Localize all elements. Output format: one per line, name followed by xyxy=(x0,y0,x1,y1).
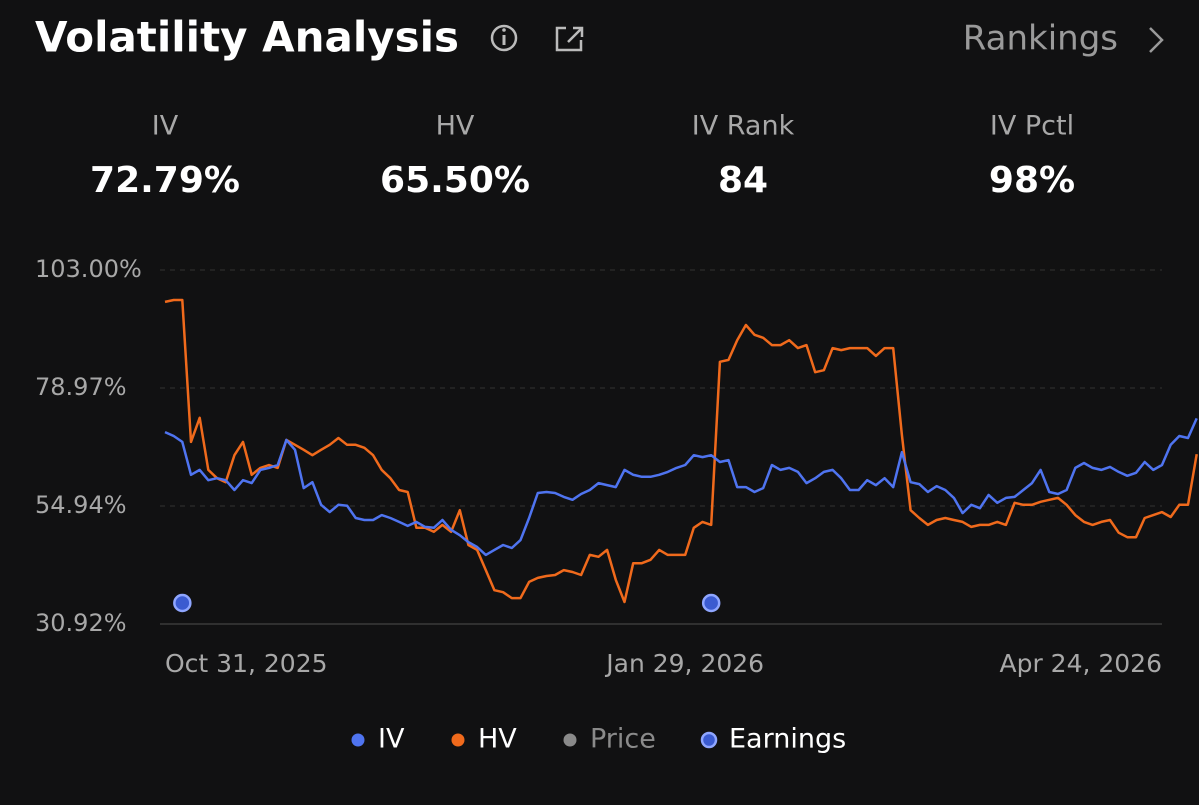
legend-label[interactable]: HV xyxy=(478,724,517,755)
stat-value: 84 xyxy=(718,160,768,201)
x-tick-label: Jan 29, 2026 xyxy=(604,649,764,678)
stat-label: IV Rank xyxy=(692,111,795,142)
chevron[interactable] xyxy=(1149,27,1164,53)
stat-value: 72.79% xyxy=(90,160,240,201)
earnings-marker[interactable] xyxy=(701,593,721,613)
stat-label: IV xyxy=(152,111,179,142)
x-tick-label: Apr 24, 2026 xyxy=(999,649,1162,678)
stat-value: 65.50% xyxy=(380,160,530,201)
x-tick-label: Oct 31, 2025 xyxy=(165,649,328,678)
info-icon-dot xyxy=(502,28,506,32)
rankings-link[interactable]: Rankings xyxy=(963,19,1118,59)
title: Volatility Analysis xyxy=(35,13,459,62)
y-tick-label: 30.92% xyxy=(35,609,127,637)
legend-swatch[interactable] xyxy=(563,733,577,747)
y-tick-label: 78.97% xyxy=(35,373,127,401)
legend-label[interactable]: Price xyxy=(590,724,656,755)
legend-label[interactable]: Earnings xyxy=(729,724,846,755)
stat-label: IV Pctl xyxy=(990,111,1074,142)
legend-swatch[interactable] xyxy=(451,733,465,747)
share-icon[interactable] xyxy=(555,26,584,52)
stat-value: 98% xyxy=(989,160,1075,201)
y-tick-label: 54.94% xyxy=(35,491,127,519)
line-hv xyxy=(164,298,1198,604)
line-iv xyxy=(164,417,1198,557)
y-tick-label: 103.00% xyxy=(35,255,142,283)
legend-swatch[interactable] xyxy=(700,731,718,749)
earnings-marker[interactable] xyxy=(173,593,192,613)
legend-swatch[interactable] xyxy=(351,733,365,747)
info-icon[interactable] xyxy=(490,24,518,52)
stat-label: HV xyxy=(436,111,475,142)
legend-label[interactable]: IV xyxy=(378,724,405,755)
